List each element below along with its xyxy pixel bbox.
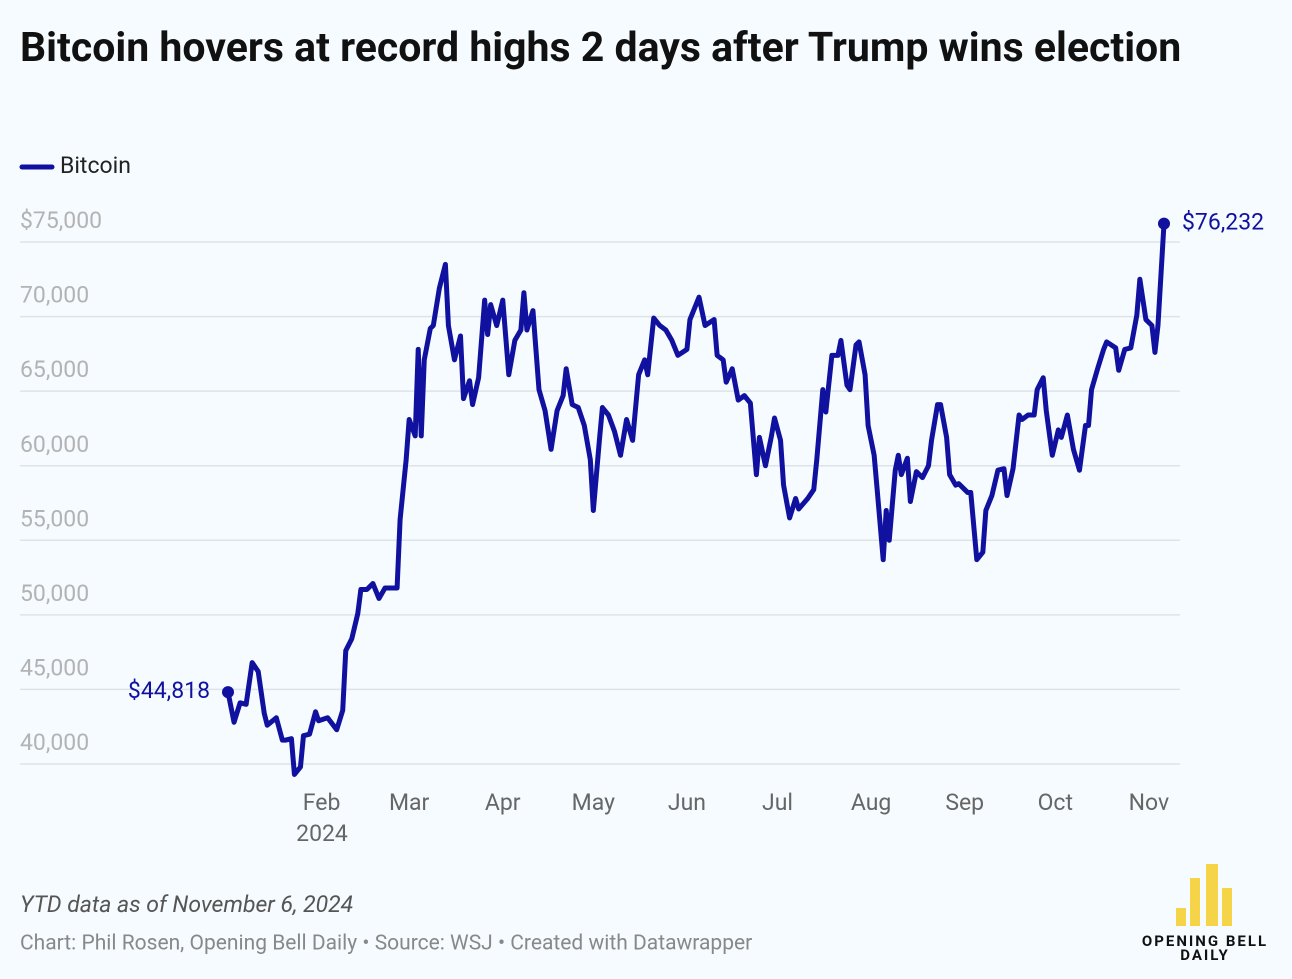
x-tick-label: May [572, 789, 615, 816]
logo-bar [1176, 908, 1186, 926]
logo-bar [1190, 878, 1200, 926]
legend-label: Bitcoin [60, 152, 131, 179]
end-point [1158, 217, 1170, 230]
logo-bars [1176, 864, 1232, 926]
x-tick-label: Feb [303, 789, 341, 816]
y-tick-label: 65,000 [20, 356, 89, 383]
y-tick-label: 40,000 [20, 729, 89, 756]
x-tick-label: Jun [668, 789, 706, 816]
y-tick-label: 45,000 [20, 655, 89, 682]
x-tick-label: Aug [851, 789, 891, 816]
x-tick-label: Apr [485, 789, 521, 816]
value-label: $44,818 [128, 677, 210, 704]
chart-title: Bitcoin hovers at record highs 2 days af… [20, 24, 1182, 72]
y-tick-label: 50,000 [20, 580, 89, 607]
year-label: 2024 [296, 820, 348, 847]
y-tick-label: 55,000 [20, 505, 89, 532]
y-tick-label: 60,000 [20, 431, 89, 458]
end-point [222, 686, 234, 699]
logo-bar [1206, 864, 1218, 926]
value-label: $76,232 [1182, 209, 1264, 236]
footnote: YTD data as of November 6, 2024 [20, 891, 353, 918]
logo-bar [1222, 888, 1232, 926]
x-tick-label: Mar [389, 789, 430, 816]
logo-text: OPENING BELL DAILY [1141, 934, 1269, 964]
series-line [225, 221, 1167, 777]
y-tick-label: $75,000 [20, 207, 102, 234]
source: Chart: Phil Rosen, Opening Bell Daily • … [20, 932, 752, 956]
logo-box: OPENING BELL DAILY [1141, 934, 1269, 964]
y-tick-label: 70,000 [20, 282, 89, 309]
x-tick-label: Nov [1129, 789, 1170, 816]
x-tick-label: Oct [1038, 789, 1073, 816]
x-tick-label: Jul [762, 789, 793, 816]
x-tick-label: Sep [945, 789, 984, 816]
